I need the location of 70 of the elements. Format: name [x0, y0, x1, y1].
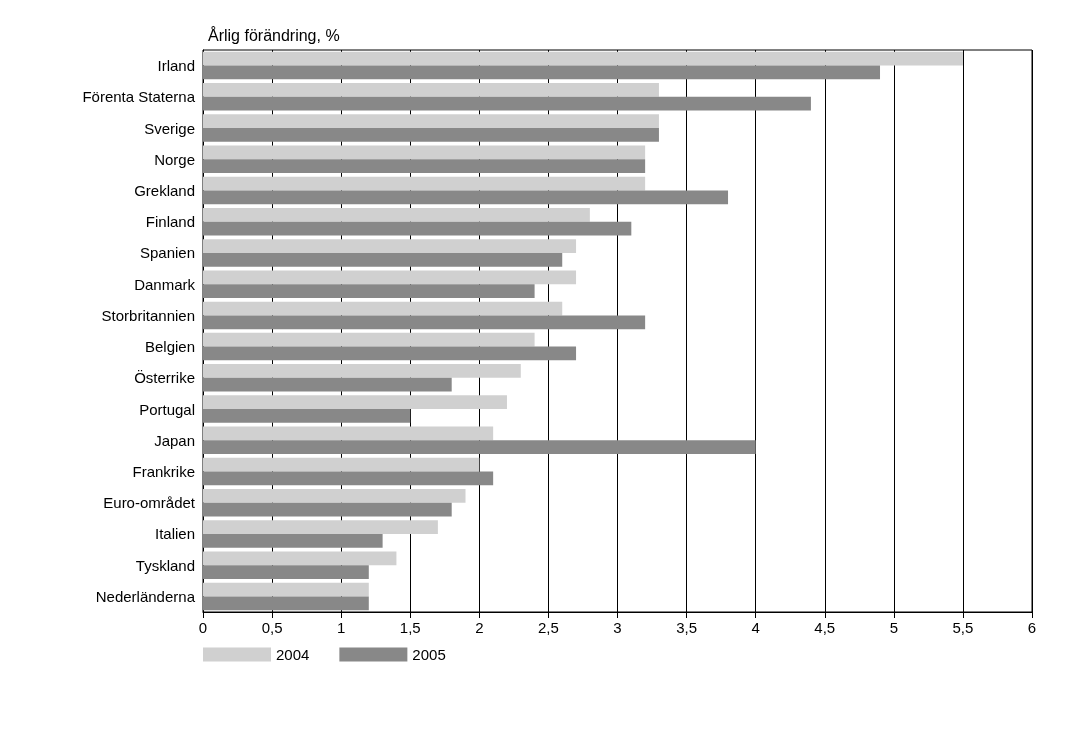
- y-tick-label: Euro-området: [103, 494, 196, 512]
- x-tick-label: 4,5: [814, 619, 836, 636]
- y-tick-label: Japan: [154, 431, 195, 449]
- bar: [203, 128, 659, 142]
- y-tick-label: Finland: [145, 213, 195, 231]
- bar: [203, 582, 369, 597]
- x-tick-label: 6: [1027, 619, 1037, 636]
- bar: [203, 315, 646, 330]
- bar: [203, 51, 963, 66]
- bar: [203, 409, 411, 423]
- y-tick-label: Spanien: [139, 244, 195, 262]
- bar: [203, 284, 535, 298]
- bar: [203, 301, 563, 316]
- bar: [203, 457, 480, 472]
- bar: [203, 395, 507, 410]
- y-tick-label: Storbritannien: [101, 306, 195, 324]
- bar: [203, 551, 397, 566]
- x-tick-label: 3,5: [676, 619, 698, 636]
- x-tick-label: 5: [889, 619, 899, 636]
- y-tick-label: Sverige: [144, 119, 195, 137]
- bar: [203, 565, 369, 579]
- bar: [203, 377, 452, 392]
- y-tick-label: Grekland: [134, 182, 195, 199]
- x-tick-label: 2,5: [537, 619, 559, 636]
- y-tick-label: Norge: [154, 150, 195, 168]
- bar: [203, 176, 646, 191]
- x-tick-label: 3: [613, 619, 622, 636]
- y-tick-label: Italien: [154, 525, 195, 543]
- bar: [203, 83, 659, 97]
- y-tick-label: Frankrike: [132, 463, 195, 480]
- bar: [203, 426, 494, 441]
- bar: [203, 252, 563, 267]
- bar: [203, 221, 632, 236]
- bar: [203, 270, 577, 285]
- x-axis-title: Årlig förändring, %: [208, 25, 340, 44]
- bar: [203, 364, 521, 378]
- x-tick-label: 4: [751, 619, 760, 636]
- bar: [203, 346, 577, 361]
- bar: [203, 96, 811, 111]
- y-tick-label: Österrike: [134, 369, 195, 387]
- x-tick-label: 5,5: [952, 619, 974, 636]
- bar: [203, 239, 577, 253]
- bar: [203, 190, 729, 205]
- bar: [203, 207, 590, 222]
- bar: [203, 502, 452, 517]
- y-tick-label: Irland: [157, 57, 195, 75]
- bar: [203, 65, 881, 80]
- y-tick-label: Tyskland: [135, 556, 195, 574]
- legend-label: 2005: [412, 646, 446, 663]
- y-tick-label: Portugal: [139, 400, 195, 418]
- bar: [203, 488, 466, 503]
- legend-label: 2004: [276, 646, 310, 663]
- x-tick-label: 1: [336, 619, 346, 636]
- bar: [203, 145, 646, 160]
- y-tick-label: Nederländerna: [95, 587, 196, 605]
- bar: [203, 114, 659, 129]
- x-tick-label: 1,5: [399, 619, 421, 636]
- bar: [203, 471, 494, 486]
- y-tick-label: Förenta Staterna: [82, 88, 196, 106]
- x-tick-label: 0,5: [261, 619, 283, 636]
- bar: [203, 533, 383, 548]
- x-tick-label: 2: [475, 619, 484, 636]
- bar: [203, 520, 438, 534]
- y-tick-label: Danmark: [134, 275, 196, 293]
- bar: [203, 440, 756, 455]
- x-tick-label: 0: [198, 619, 208, 636]
- y-tick-label: Belgien: [144, 338, 195, 356]
- bar: [203, 159, 646, 174]
- bar: [203, 332, 535, 347]
- bar: [203, 596, 369, 611]
